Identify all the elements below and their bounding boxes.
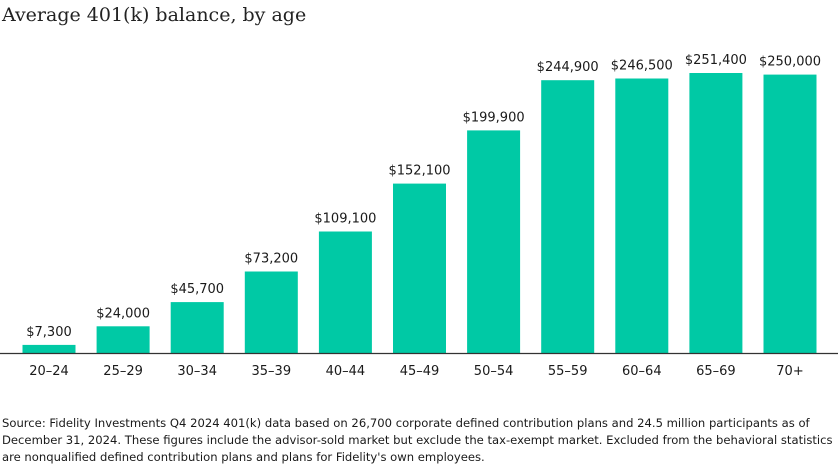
bar-chart: $7,300 20–24 $24,000 25–29 $45,700 30–34 $73,2…: [0, 53, 838, 379]
x-tick-label-9: 65–69: [696, 364, 736, 379]
data-label-6: $199,900: [463, 110, 525, 125]
x-tick-label-4: 40–44: [326, 364, 366, 379]
data-label-1: $24,000: [96, 306, 150, 321]
bar-1: [96, 326, 150, 353]
data-label-5: $152,100: [388, 164, 450, 179]
x-tick-label-7: 55–59: [548, 364, 588, 379]
data-label-3: $73,200: [244, 252, 298, 267]
data-label-9: $251,400: [685, 53, 747, 68]
bar-10: [763, 74, 817, 353]
bar-0: [22, 344, 76, 353]
x-tick-label-10: 70+: [776, 364, 803, 379]
bar-3: [244, 271, 298, 353]
data-label-10: $250,000: [759, 55, 821, 70]
x-tick-label-6: 50–54: [474, 364, 514, 379]
source-note: Source: Fidelity Investments Q4 2024 401…: [2, 416, 833, 464]
bar-9: [689, 73, 743, 353]
chart-title: Average 401(k) balance, by age: [2, 4, 307, 26]
data-label-2: $45,700: [170, 282, 224, 297]
data-label-8: $246,500: [611, 59, 673, 74]
x-tick-label-3: 35–39: [252, 364, 292, 379]
data-label-4: $109,100: [314, 212, 376, 227]
x-tick-label-2: 30–34: [177, 364, 217, 379]
data-label-7: $244,900: [537, 60, 599, 75]
x-tick-label-1: 25–29: [103, 364, 143, 379]
bar-2: [170, 302, 224, 353]
x-tick-label-5: 45–49: [400, 364, 440, 379]
bar-5: [393, 183, 446, 353]
bar-8: [615, 78, 669, 353]
x-tick-label-8: 60–64: [622, 364, 662, 379]
data-label-0: $7,300: [26, 325, 72, 340]
bar-4: [318, 231, 372, 353]
bar-6: [467, 130, 521, 353]
x-tick-label-0: 20–24: [29, 364, 69, 379]
bar-7: [541, 80, 595, 353]
